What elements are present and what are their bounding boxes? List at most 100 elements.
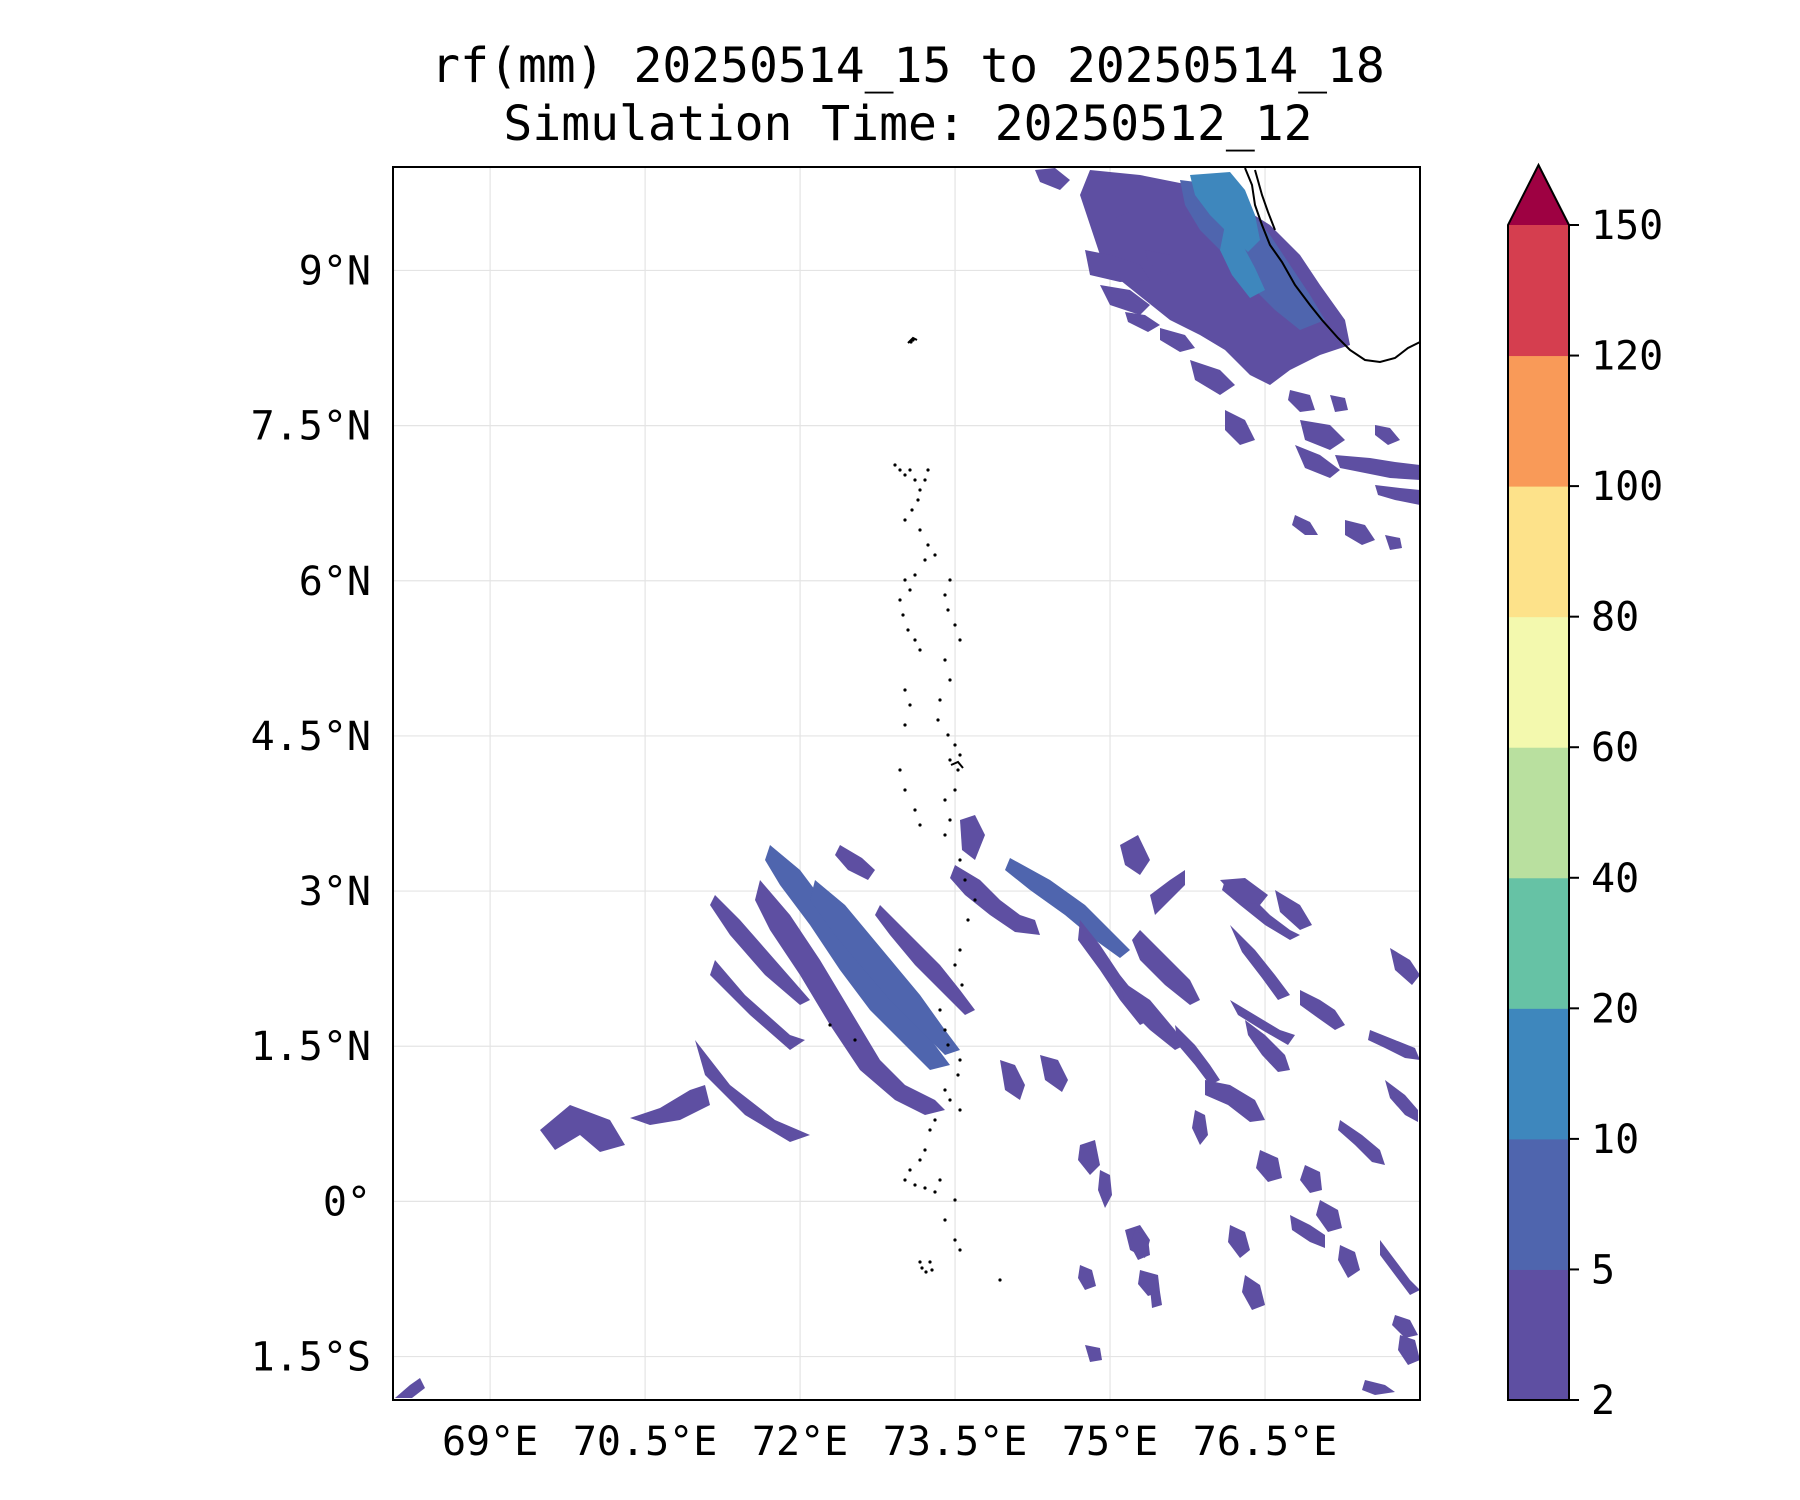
atoll-dot <box>958 1058 962 1062</box>
atoll-dot <box>946 1043 950 1047</box>
longitude-labels: 69°E 70.5°E 72°E 73.5°E 75°E 76.5°E <box>442 1419 1337 1465</box>
rain-band <box>960 815 985 860</box>
atoll-dot <box>913 808 917 812</box>
atoll-dot <box>910 508 914 512</box>
rain-band <box>1300 1165 1322 1193</box>
atoll-dot <box>958 753 962 757</box>
atoll-dot <box>943 833 947 837</box>
rain-band <box>1385 1080 1418 1122</box>
atoll-dot <box>943 1218 947 1222</box>
colorbar-bin <box>1508 616 1569 748</box>
atoll-dot <box>920 1266 924 1270</box>
latitude-labels: 9°N 7.5°N 6°N 4.5°N 3°N 1.5°N 0° 1.5°S <box>251 248 371 1380</box>
rain-band <box>1040 1055 1068 1092</box>
atoll-dot <box>893 463 897 467</box>
atoll-dot <box>958 1248 962 1252</box>
lon-tick-label: 75°E <box>1062 1419 1158 1465</box>
rain-band <box>710 895 810 1005</box>
colorbar-tick-label: 10 <box>1591 1117 1639 1163</box>
rain-band <box>810 880 960 1055</box>
atoll-dot <box>938 1178 942 1182</box>
atoll-dot <box>958 1108 962 1112</box>
atoll-dot <box>933 1190 937 1194</box>
rain-band <box>875 905 975 1015</box>
atoll-dot <box>853 1038 857 1042</box>
rain-band <box>630 1085 710 1125</box>
atoll-dot <box>953 788 957 792</box>
atoll-dot <box>923 558 927 562</box>
atoll-dot <box>953 743 957 747</box>
atoll-dot <box>946 608 950 612</box>
rain-band <box>1190 360 1235 395</box>
rain-band <box>1120 835 1150 875</box>
atoll-dot <box>943 593 947 597</box>
atoll-dot <box>908 703 912 707</box>
colorbar-tick-label: 5 <box>1591 1247 1615 1293</box>
atoll-dot <box>918 528 922 532</box>
lat-tick-label: 3°N <box>299 869 371 915</box>
rain-band <box>1275 890 1312 930</box>
atoll-dot <box>998 1278 1002 1282</box>
rain-band <box>1035 168 1070 190</box>
atoll-dot <box>908 588 912 592</box>
atoll-dot <box>948 1098 952 1102</box>
rain-band <box>1242 1275 1265 1310</box>
lon-tick-label: 72°E <box>752 1419 848 1465</box>
rain-band <box>1230 1000 1295 1045</box>
rain-band <box>1245 1020 1290 1072</box>
rain-band <box>1100 285 1150 315</box>
colorbar-bin <box>1508 1269 1569 1401</box>
atoll-dot <box>953 1198 957 1202</box>
rain-band <box>1130 1230 1150 1260</box>
rain-band <box>1380 1240 1420 1295</box>
rain-band <box>1295 445 1340 478</box>
rain-band <box>1335 455 1420 480</box>
lat-tick-label: 9°N <box>299 248 371 294</box>
colorbar-outline <box>1507 162 1570 1401</box>
atoll-dot <box>938 698 942 702</box>
rain-band <box>1292 515 1318 535</box>
title-line-2: Simulation Time: 20250512_12 <box>503 96 1312 152</box>
rain-band <box>1375 485 1420 505</box>
title-line-1: rf(mm) 20250514_15 to 20250514_18 <box>431 38 1385 94</box>
lat-tick-label: 0° <box>323 1179 371 1225</box>
rain-band <box>1375 425 1400 445</box>
rain-band <box>1230 925 1290 1000</box>
atoll-dot <box>948 678 952 682</box>
island-outline <box>950 760 964 769</box>
rain-band <box>1120 980 1185 1050</box>
atoll-dot <box>946 733 950 737</box>
atoll-dot <box>924 1270 928 1274</box>
atoll-dot <box>960 983 964 987</box>
atoll-dot <box>913 1183 917 1187</box>
rain-band <box>1138 1270 1160 1296</box>
rain-band <box>1145 250 1180 275</box>
atoll-dot <box>898 598 902 602</box>
rain-band <box>1205 1080 1265 1122</box>
atoll-dot <box>906 628 910 632</box>
rain-band <box>1150 870 1185 915</box>
atoll-dot <box>953 963 957 967</box>
rain-band <box>835 845 875 880</box>
atoll-dot <box>943 1088 947 1092</box>
rain-band <box>1098 1170 1112 1208</box>
rain-band <box>1300 990 1345 1030</box>
atoll-dot <box>918 1158 922 1162</box>
atoll-dot <box>926 468 930 472</box>
atoll-dot <box>953 623 957 627</box>
atoll-dot <box>928 1260 932 1264</box>
atoll-islands <box>828 336 1002 1282</box>
coastline-india <box>1244 167 1420 364</box>
atoll-dot <box>903 688 907 692</box>
colorbar-bin <box>1508 877 1569 1009</box>
atoll-dot <box>908 1168 912 1172</box>
rain-band <box>1190 172 1260 252</box>
atoll-dot <box>918 648 922 652</box>
lat-tick-label: 7.5°N <box>251 404 371 450</box>
lat-tick-label: 1.5°S <box>251 1335 371 1381</box>
rain-band <box>1000 1060 1025 1100</box>
rain-band <box>1005 858 1130 958</box>
atoll-dot <box>936 718 940 722</box>
atoll-dot <box>948 818 952 822</box>
